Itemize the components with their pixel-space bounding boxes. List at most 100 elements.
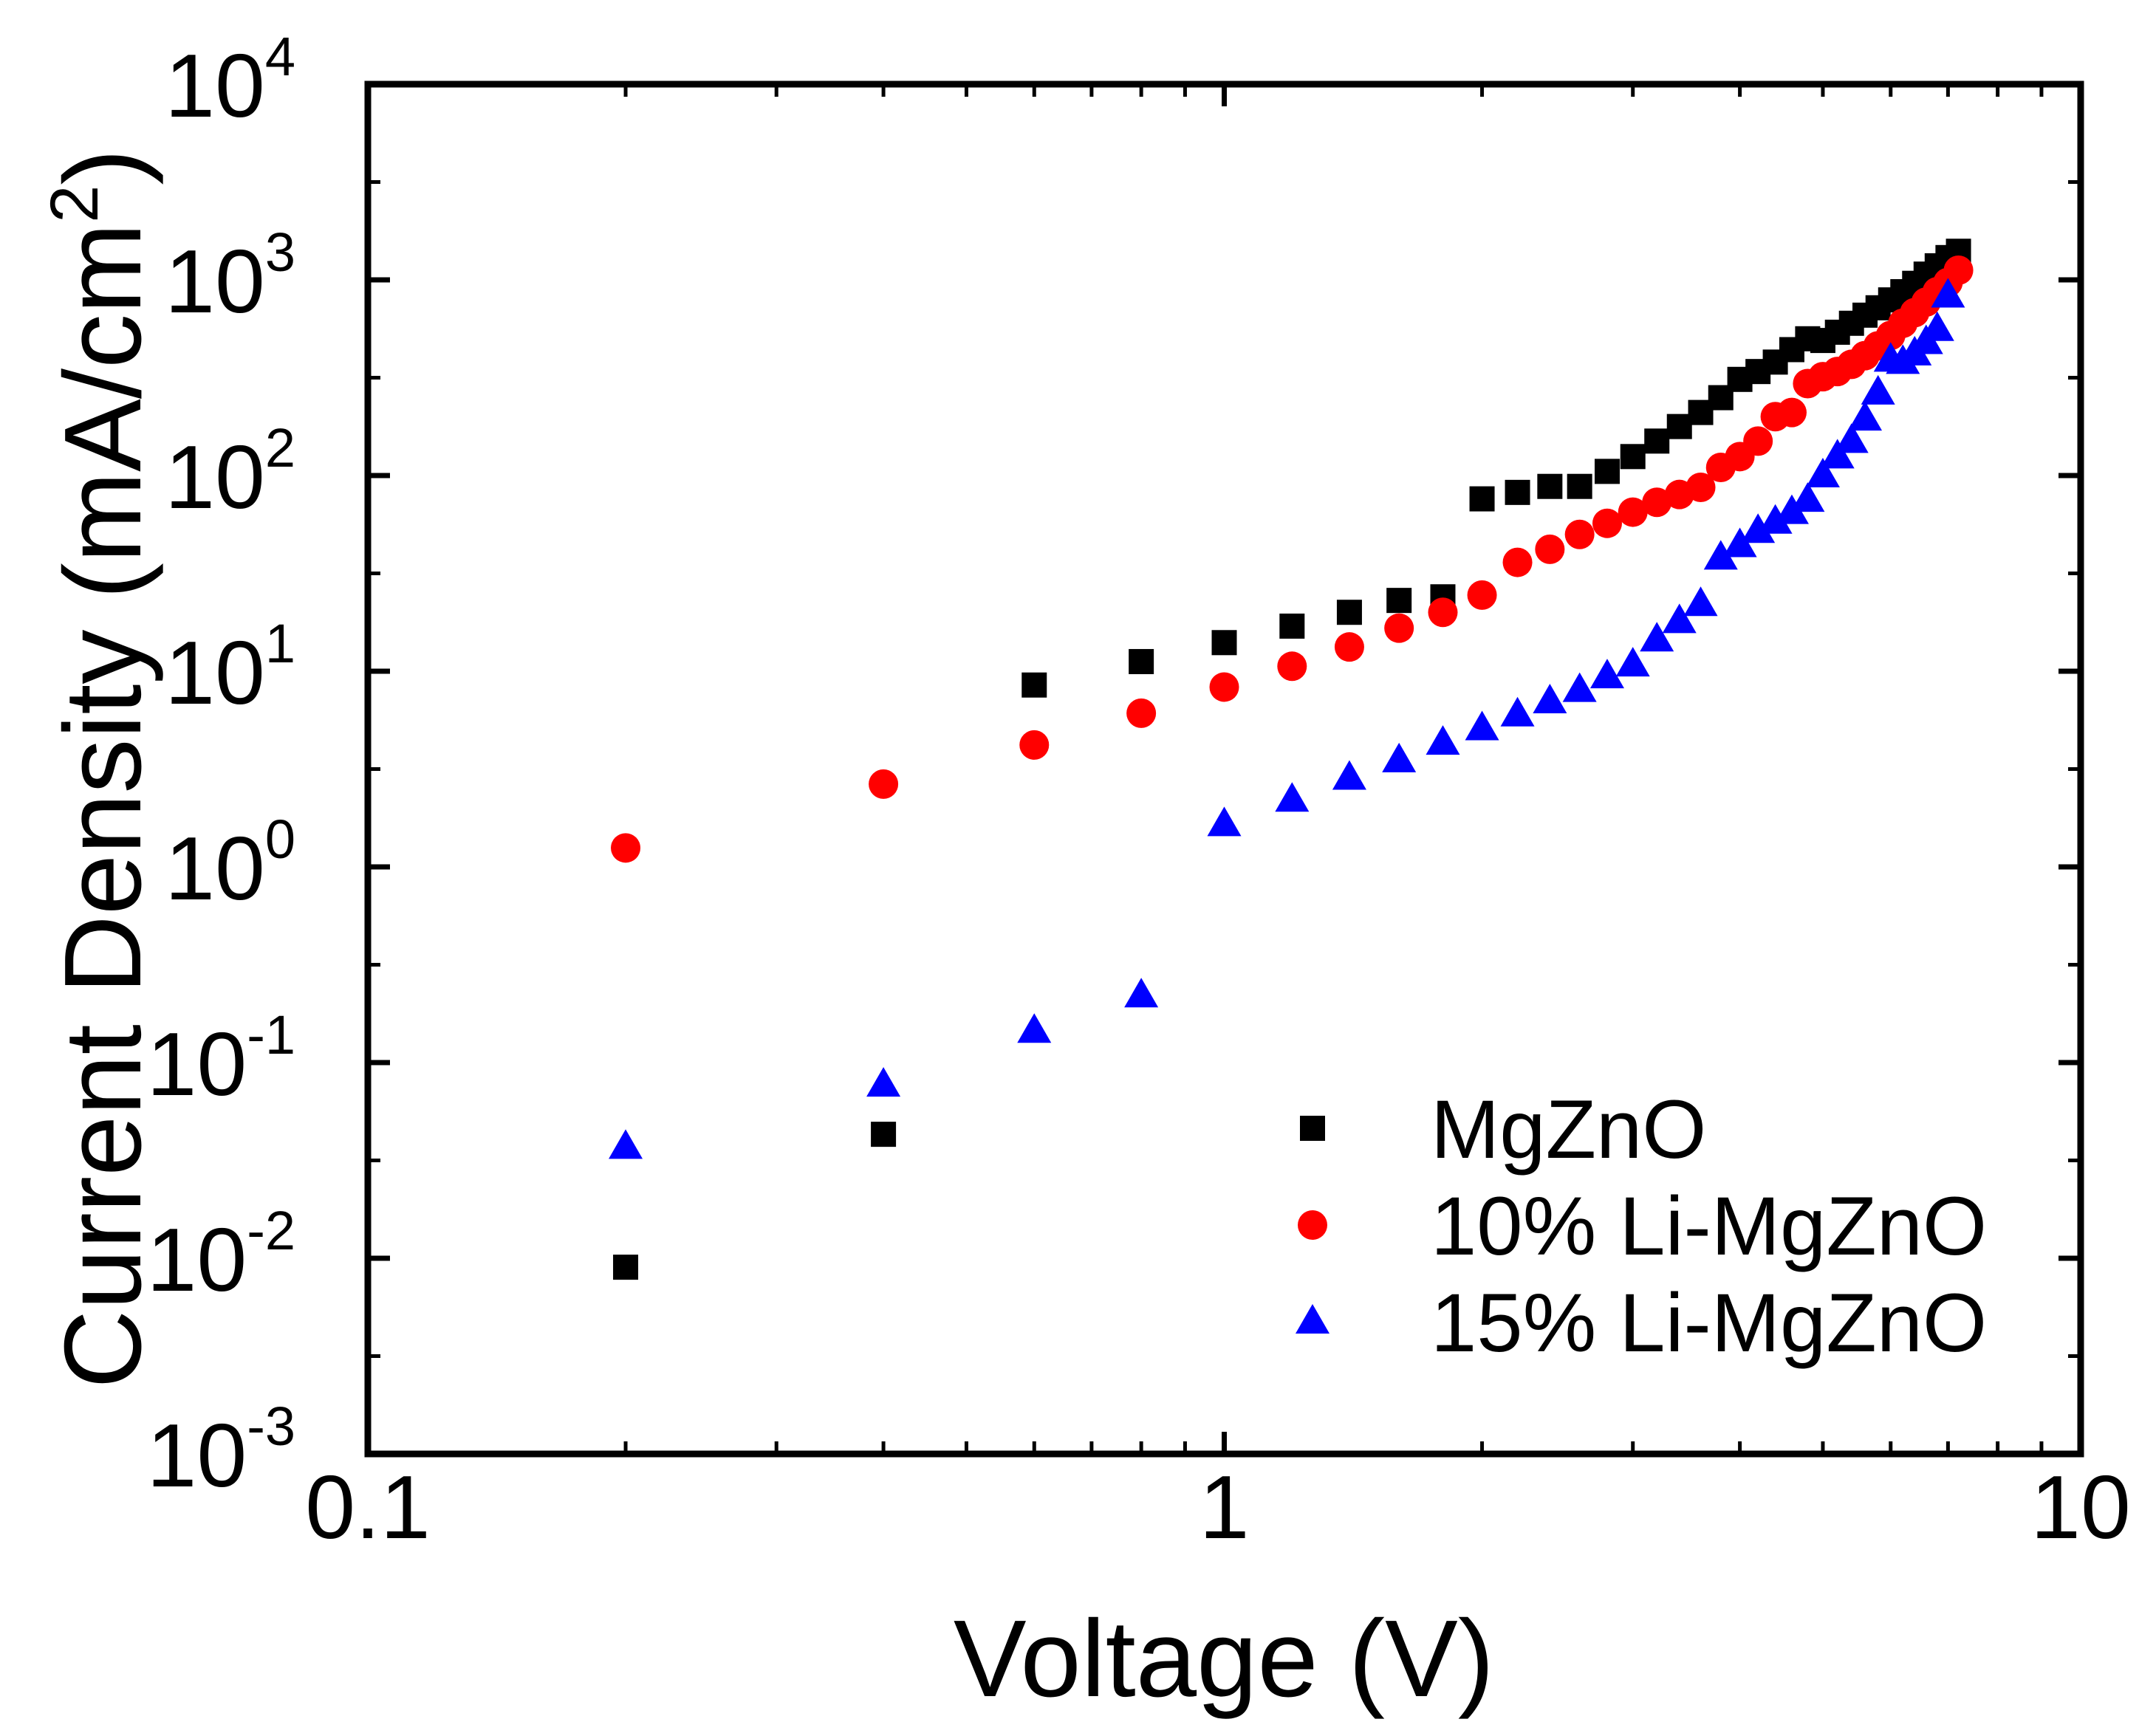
triangle-marker <box>1124 978 1159 1008</box>
legend-item: 10% Li-MgZnO <box>1298 1180 1987 1272</box>
series-triangle <box>609 278 1965 1159</box>
triangle-marker <box>1805 458 1840 487</box>
y-tick-base: 10 <box>165 35 265 136</box>
circle-marker <box>1564 519 1595 549</box>
triangle-marker <box>1703 540 1738 570</box>
triangle-marker <box>1834 423 1869 453</box>
y-tick-label: 100 <box>165 809 295 919</box>
y-axis-title-superscript: 2 <box>37 185 112 223</box>
triangle-marker <box>1640 622 1674 652</box>
circle-marker <box>1618 497 1648 527</box>
axis-ticks <box>365 81 2084 1457</box>
triangle-marker <box>1589 659 1624 689</box>
legend-item: 15% Li-MgZnO <box>1296 1277 1987 1369</box>
circle-marker <box>1502 547 1533 577</box>
y-tick-exponent: -2 <box>247 1200 295 1261</box>
series-circle <box>611 255 1974 863</box>
y-tick-base: 10 <box>165 622 265 723</box>
square-marker <box>1021 672 1047 698</box>
y-tick-exponent: -3 <box>247 1396 295 1457</box>
y-tick-label: 10-3 <box>146 1396 295 1506</box>
triangle-marker <box>1207 806 1242 837</box>
triangle-marker <box>1741 513 1776 543</box>
triangle-marker <box>1500 696 1535 727</box>
y-tick-label: 10-2 <box>146 1200 295 1310</box>
square-marker <box>613 1255 639 1280</box>
square-marker <box>1505 479 1530 505</box>
circle-marker <box>1019 730 1050 760</box>
y-tick-label: 103 <box>165 222 295 332</box>
y-tick-base: 10 <box>146 1014 247 1114</box>
circle-marker <box>611 833 641 863</box>
y-tick-exponent: 3 <box>265 222 295 283</box>
x-axis-title: Voltage (V) <box>954 1598 1494 1720</box>
triangle-marker <box>1758 504 1793 534</box>
square-marker <box>1594 459 1620 484</box>
square-marker <box>1644 428 1670 454</box>
circle-marker <box>1592 508 1622 538</box>
circle-marker <box>1334 632 1364 662</box>
square-marker <box>1620 444 1646 470</box>
triangle-marker <box>1774 494 1809 524</box>
x-tick-label: 1 <box>1200 1457 1250 1557</box>
triangle-marker <box>1426 725 1460 755</box>
triangle-marker <box>1275 782 1310 812</box>
square-marker <box>871 1122 897 1147</box>
y-tick-label: 101 <box>165 613 295 723</box>
y-axis-title-close: ) <box>42 148 164 185</box>
square-marker <box>1567 473 1592 499</box>
triangle-marker <box>1790 482 1825 512</box>
triangle-marker <box>1533 684 1567 714</box>
triangle-marker <box>866 1067 901 1097</box>
circle-marker <box>1209 672 1239 702</box>
y-axis-title-main: Current Density (mA/cm <box>42 223 164 1389</box>
circle-marker <box>1686 473 1716 503</box>
y-tick-label: 104 <box>165 26 295 136</box>
legend-circle-marker <box>1298 1210 1327 1240</box>
y-tick-base: 10 <box>165 427 265 527</box>
circle-marker <box>1743 426 1773 456</box>
square-marker <box>1469 486 1495 512</box>
y-tick-base: 10 <box>165 818 265 919</box>
y-tick-exponent: 2 <box>265 417 295 478</box>
triangle-marker <box>1562 672 1597 702</box>
legend-label: 15% Li-MgZnO <box>1431 1277 1987 1369</box>
y-tick-exponent: -1 <box>247 1004 295 1066</box>
circle-marker <box>1642 487 1672 518</box>
circle-marker <box>1126 698 1157 728</box>
square-marker <box>1279 613 1305 639</box>
circle-marker <box>1535 534 1565 564</box>
square-marker <box>1386 588 1412 614</box>
square-marker <box>1129 648 1154 674</box>
circle-marker <box>869 769 899 799</box>
x-tick-label: 0.1 <box>305 1457 431 1557</box>
y-axis-title: Current Density (mA/cm2) <box>37 148 164 1388</box>
y-tick-label: 10-1 <box>146 1004 295 1114</box>
triangle-marker <box>1722 527 1757 557</box>
triangle-marker <box>1931 278 1965 308</box>
x-tick-label: 10 <box>2030 1457 2131 1557</box>
circle-marker <box>1428 597 1458 628</box>
triangle-marker <box>1465 710 1499 741</box>
square-marker <box>1211 630 1237 656</box>
y-tick-exponent: 4 <box>265 26 295 87</box>
triangle-marker <box>1615 647 1650 677</box>
y-tick-base: 10 <box>165 231 265 332</box>
triangle-marker <box>1920 311 1954 341</box>
triangle-marker <box>1848 401 1883 431</box>
triangle-marker <box>1683 586 1718 617</box>
circle-marker <box>1384 613 1414 643</box>
y-tick-base: 10 <box>146 1405 247 1506</box>
triangle-marker <box>1861 374 1895 405</box>
series-square <box>613 239 1971 1280</box>
legend-triangle-marker <box>1296 1304 1329 1334</box>
square-marker <box>1336 600 1362 625</box>
legend-label: 10% Li-MgZnO <box>1431 1180 1987 1272</box>
circle-marker <box>1776 397 1807 428</box>
circle-marker <box>1467 580 1497 610</box>
triangle-marker <box>1017 1013 1052 1043</box>
